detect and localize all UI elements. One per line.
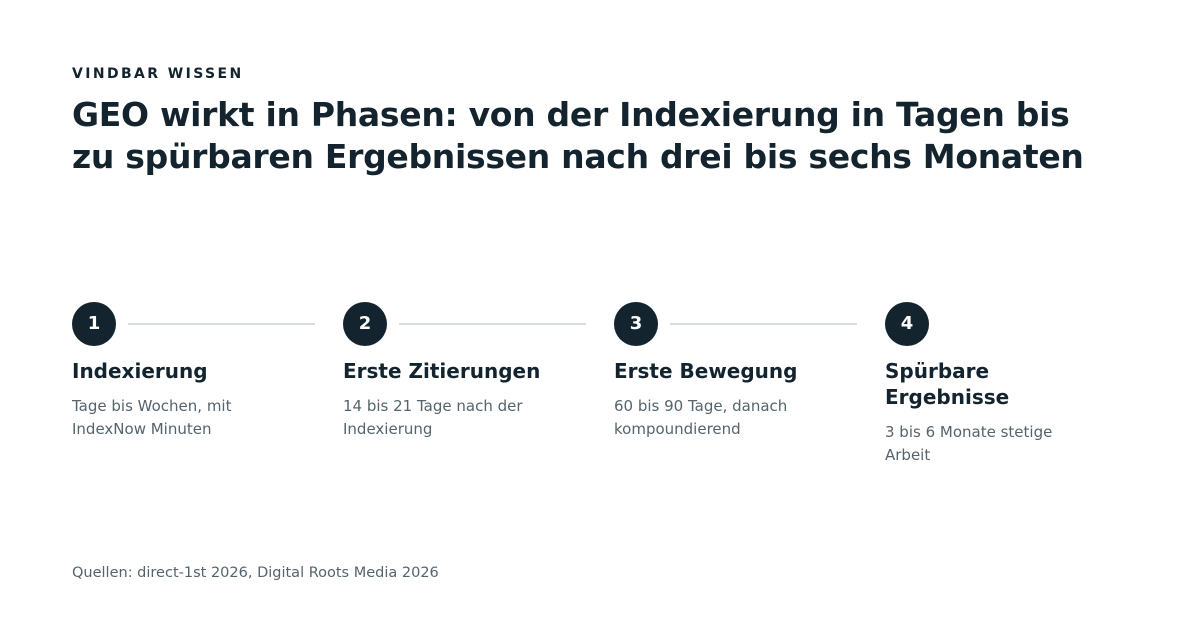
sources-footnote: Quellen: direct-1st 2026, Digital Roots … [72, 565, 439, 581]
step-1-number-badge: 1 [72, 302, 116, 346]
step-1-title: Indexierung [72, 359, 208, 383]
step-2-connector-line [399, 323, 586, 325]
step-3-title: Erste Bewegung [614, 359, 798, 383]
step-2-header: 2 [343, 302, 587, 346]
step-2-title: Erste Zitierungen [343, 359, 541, 383]
step-3-description: 60 bis 90 Tage, danach kompoundierend [614, 397, 788, 438]
step-4-header: 4 [885, 302, 1129, 346]
page: VINDBAR WISSEN GEO wirkt in Phasen: von … [72, 0, 1128, 630]
step-2-number-badge: 2 [343, 302, 387, 346]
step-3: 3 Erste Bewegung 60 bis 90 Tage, danach … [614, 302, 858, 441]
step-1: 1 Indexierung Tage bis Wochen, mit Index… [72, 302, 316, 441]
step-3-header: 3 [614, 302, 858, 346]
step-3-connector-line [670, 323, 857, 325]
step-4-number-badge: 4 [885, 302, 929, 346]
step-3-number-badge: 3 [614, 302, 658, 346]
step-1-connector-line [128, 323, 315, 325]
step-1-description: Tage bis Wochen, mit IndexNow Minuten [72, 397, 232, 438]
step-4: 4 Spürbare Ergebnisse 3 bis 6 Monate ste… [885, 302, 1129, 467]
phase-steps: 1 Indexierung Tage bis Wochen, mit Index… [72, 302, 1172, 502]
page-title: GEO wirkt in Phasen: von der Indexierung… [72, 95, 1084, 176]
step-1-header: 1 [72, 302, 316, 346]
step-4-description: 3 bis 6 Monate stetige Arbeit [885, 423, 1053, 464]
step-2-description: 14 bis 21 Tage nach der Indexierung [343, 397, 523, 438]
step-2: 2 Erste Zitierungen 14 bis 21 Tage nach … [343, 302, 587, 441]
eyebrow-label: VINDBAR WISSEN [72, 66, 244, 82]
step-4-title: Spürbare Ergebnisse [885, 359, 1010, 409]
